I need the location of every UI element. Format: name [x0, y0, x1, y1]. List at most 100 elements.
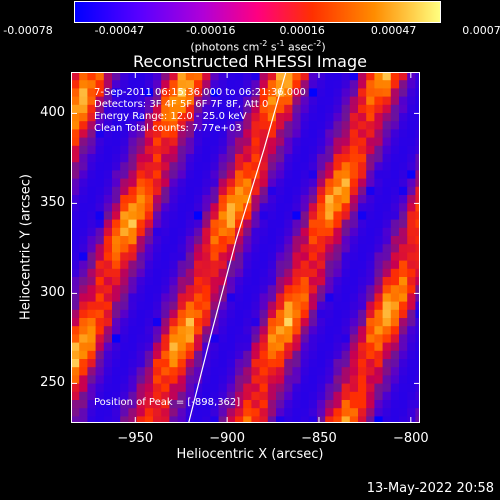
heatmap-cell — [308, 137, 318, 147]
heatmap-cell — [226, 342, 236, 352]
heatmap-cell — [415, 178, 420, 188]
heatmap-cell — [317, 391, 326, 401]
heatmap-cell — [415, 326, 420, 335]
heatmap-cell — [308, 178, 318, 188]
heatmap-cell — [325, 154, 334, 163]
heatmap-cell — [366, 104, 375, 114]
heatmap-cell — [79, 170, 88, 180]
heatmap-cell — [284, 268, 293, 278]
heatmap-cell — [267, 277, 277, 286]
heatmap-cell — [202, 244, 211, 253]
heatmap-cell — [169, 137, 179, 147]
heatmap-cell — [153, 113, 162, 122]
heatmap-cell — [308, 318, 318, 327]
heatmap-cell — [71, 293, 80, 303]
heatmap-cell — [226, 416, 236, 423]
heatmap-cell — [128, 285, 138, 294]
heatmap-cell — [235, 408, 244, 417]
heatmap-cell — [243, 400, 252, 409]
heatmap-cell — [128, 195, 138, 204]
heatmap-cell — [235, 72, 244, 81]
heatmap-cell — [112, 227, 121, 237]
heatmap-cell — [366, 186, 375, 196]
heatmap-cell — [292, 309, 302, 319]
heatmap-cell — [325, 170, 334, 180]
heatmap-cell — [194, 145, 203, 155]
heatmap-cell — [374, 178, 384, 188]
heatmap-cell — [308, 88, 318, 98]
heatmap-cell — [251, 80, 261, 89]
heatmap-cell — [341, 154, 351, 163]
heatmap-cell — [128, 137, 138, 147]
heatmap-cell — [358, 145, 367, 155]
heatmap-cell — [120, 301, 129, 311]
heatmap-cell — [161, 129, 170, 139]
heatmap-cell — [308, 359, 318, 368]
heatmap-cell — [349, 375, 359, 385]
heatmap-cell — [169, 80, 179, 89]
heatmap-cell — [366, 113, 375, 122]
heatmap-cell — [136, 145, 146, 155]
heatmap-cell — [325, 342, 334, 352]
heatmap-cell — [185, 129, 195, 139]
heatmap-cell — [366, 96, 375, 106]
heatmap-cell — [292, 383, 302, 393]
heatmap-cell — [407, 211, 416, 221]
heatmap-cell — [161, 211, 170, 221]
heatmap-cell — [243, 88, 252, 98]
heatmap-cell — [390, 186, 400, 196]
heatmap-cell — [325, 236, 334, 245]
heatmap-cell — [284, 318, 293, 327]
heatmap-cell — [95, 137, 105, 147]
heatmap-cell — [267, 88, 277, 98]
heatmap-cell — [366, 367, 375, 376]
heatmap-cell — [87, 121, 97, 130]
heatmap-cell — [194, 334, 203, 344]
heatmap-cell — [284, 219, 293, 229]
heatmap-cell — [349, 285, 359, 294]
heatmap-cell — [382, 170, 392, 180]
heatmap-cell — [292, 129, 302, 139]
heatmap-cell — [317, 408, 326, 417]
heatmap-cell — [292, 72, 302, 81]
heatmap-cell — [300, 285, 310, 294]
heatmap-cell — [284, 301, 293, 311]
heatmap-cell — [390, 350, 400, 360]
heatmap-cell — [71, 121, 80, 130]
heatmap-cell — [161, 195, 170, 204]
heatmap-cell — [308, 154, 318, 163]
heatmap-cell — [120, 88, 129, 98]
heatmap-cell — [144, 326, 154, 335]
heatmap-cell — [390, 260, 400, 270]
heatmap-cell — [382, 137, 392, 147]
heatmap-cell — [259, 203, 269, 212]
heatmap-cell — [185, 236, 195, 245]
heatmap-cell — [407, 309, 416, 319]
heatmap-cell — [218, 268, 228, 278]
heatmap-cell — [87, 88, 97, 98]
heatmap-cell — [103, 244, 113, 253]
heatmap-cell — [79, 96, 88, 106]
heatmap-cell — [71, 268, 80, 278]
heatmap-cell — [185, 334, 195, 344]
heatmap-cell — [153, 350, 162, 360]
heatmap-cell — [415, 334, 420, 344]
heatmap-cell — [87, 80, 97, 89]
heatmap-cell — [333, 383, 343, 393]
heatmap-cell — [341, 408, 351, 417]
heatmap-cell — [144, 80, 154, 89]
heatmap-cell — [202, 342, 211, 352]
heatmap-cell — [185, 293, 195, 303]
heatmap-cell — [136, 113, 146, 122]
heatmap-cell — [185, 186, 195, 196]
heatmap-cell — [349, 350, 359, 360]
heatmap-cell — [243, 162, 252, 171]
heatmap-cell — [382, 350, 392, 360]
heatmap-cell — [325, 293, 334, 303]
heatmap-cell — [177, 268, 187, 278]
heatmap-cell — [202, 80, 211, 89]
heatmap-cell — [128, 268, 138, 278]
heatmap-cell — [153, 145, 162, 155]
heatmap-cell — [103, 211, 113, 221]
heatmap-cell — [325, 186, 334, 196]
